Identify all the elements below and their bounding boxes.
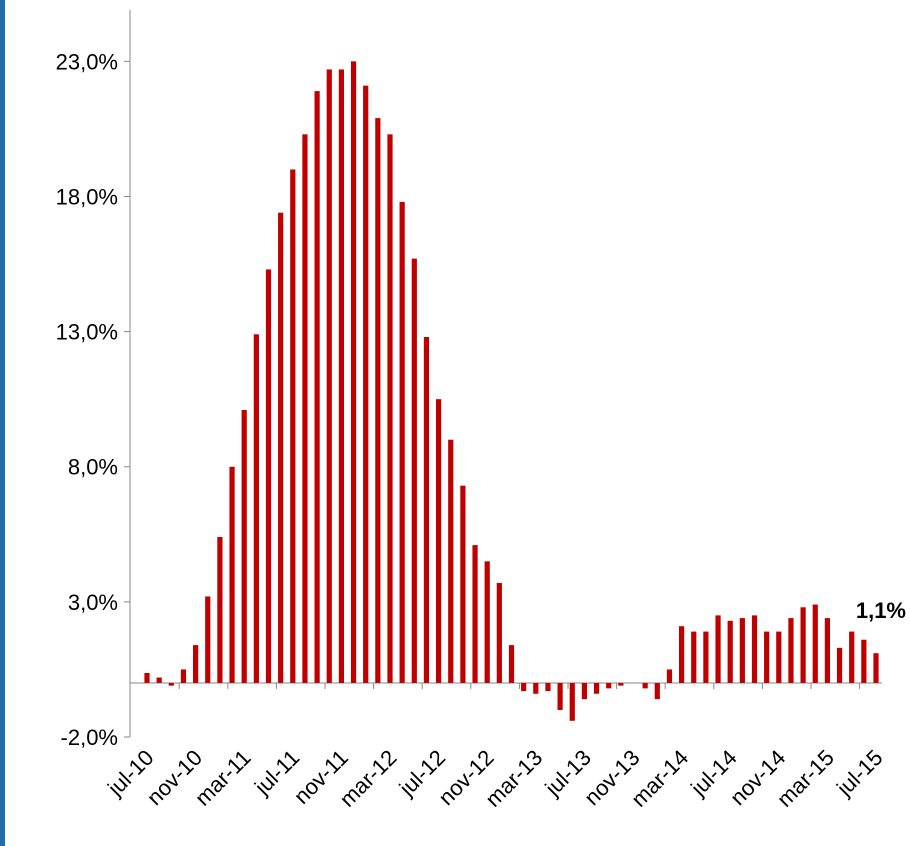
side-border (0, 0, 5, 846)
bar (557, 682, 563, 710)
bar (436, 399, 442, 683)
bar (679, 626, 685, 683)
y-tick-label: 8,0% (68, 455, 118, 480)
bar (642, 682, 648, 689)
bar (144, 672, 150, 683)
bar (545, 682, 551, 692)
bar (375, 118, 381, 683)
y-tick-label: -2,0% (61, 725, 118, 750)
bar (824, 618, 830, 683)
bar (193, 645, 199, 683)
bar (521, 682, 527, 692)
bar (654, 682, 660, 700)
bar (606, 682, 612, 689)
bar (788, 618, 794, 683)
bar (338, 69, 344, 683)
bar (350, 61, 357, 683)
bar (265, 269, 272, 683)
bar (703, 631, 709, 683)
value-label: 1,1% (856, 598, 906, 623)
bar (168, 682, 174, 686)
bar (508, 645, 515, 683)
bar (411, 258, 417, 683)
bar (691, 631, 697, 683)
bar (387, 134, 393, 683)
bar (836, 647, 843, 683)
bar (448, 439, 454, 683)
bar (873, 653, 879, 683)
bar (569, 682, 575, 721)
bar (363, 85, 369, 683)
bar (739, 618, 745, 683)
bar (314, 91, 320, 683)
bar (399, 201, 405, 683)
bar (472, 545, 478, 683)
bar (423, 337, 430, 683)
bar (812, 604, 818, 683)
bar (581, 682, 587, 700)
bar (861, 639, 867, 683)
bar (241, 409, 247, 683)
bar (460, 485, 466, 683)
bar (302, 134, 308, 683)
bar (229, 466, 235, 683)
y-tick-label: 18,0% (56, 184, 118, 209)
bar (776, 631, 782, 683)
y-tick-label: 3,0% (68, 590, 118, 615)
y-tick-label: 13,0% (56, 320, 118, 345)
bar (278, 212, 284, 683)
bar (290, 169, 296, 683)
bar (727, 620, 733, 683)
bar (217, 537, 223, 683)
bar (849, 631, 855, 683)
x-tick-label: jul-15 (831, 745, 887, 801)
bar (666, 669, 673, 683)
bar (496, 582, 502, 683)
bar (484, 561, 490, 683)
bar (618, 682, 624, 686)
bar (326, 69, 332, 683)
x-tick-label: mar-11 (190, 745, 256, 811)
bar (205, 596, 211, 683)
bar (751, 615, 758, 683)
y-tick-label: 23,0% (56, 49, 118, 74)
bar (180, 669, 187, 683)
bar (253, 334, 259, 683)
bar (800, 607, 806, 683)
bar (764, 631, 770, 683)
bar (593, 682, 600, 694)
bar (533, 682, 539, 694)
bar (715, 615, 721, 683)
bar (156, 677, 162, 683)
